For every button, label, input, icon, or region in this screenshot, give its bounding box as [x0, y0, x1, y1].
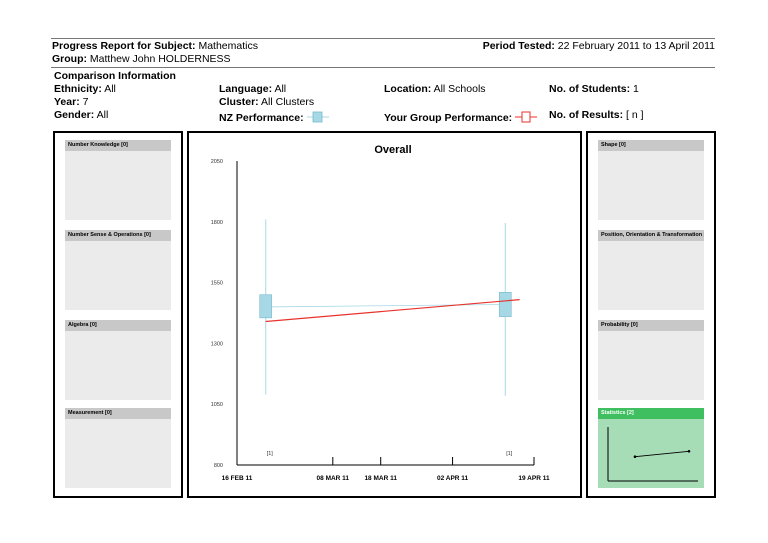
- right-strand-panel: Shape [0] Position, Orientation & Transf…: [586, 131, 716, 498]
- strand-tile-title: Position, Orientation & Transformation […: [598, 230, 704, 241]
- cluster-label: Cluster:: [219, 96, 259, 108]
- strand-tile-title: Probability [0]: [598, 320, 704, 331]
- gender-line: Gender: All: [54, 109, 108, 122]
- gender-label: Gender:: [54, 109, 95, 121]
- ethnicity-line: Ethnicity: All: [54, 83, 116, 96]
- y-tick-label: 1800: [211, 220, 223, 226]
- strand-tile-title: Algebra [0]: [65, 320, 171, 331]
- cluster-value: All Clusters: [261, 96, 315, 108]
- y-tick-label: 2050: [211, 159, 223, 165]
- y-tick-label: 1550: [211, 281, 223, 287]
- nz-performance-legend-icon: [306, 111, 329, 123]
- group-performance-line: Your Group Performance:: [384, 111, 538, 125]
- group-performance-legend-icon: [515, 111, 538, 123]
- strand-tile-algebra[interactable]: Algebra [0]: [65, 320, 171, 400]
- period-line: Period Tested: 22 February 2011 to 13 Ap…: [483, 40, 715, 53]
- y-tick-label: 800: [214, 463, 223, 469]
- strand-tile-title: Number Knowledge [0]: [65, 140, 171, 151]
- subject-line: Progress Report for Subject: Mathematics: [52, 40, 258, 53]
- nz-box: [259, 294, 273, 319]
- strand-tile-probability[interactable]: Probability [0]: [598, 320, 704, 400]
- x-tick-label: 16 FEB 11: [222, 475, 253, 482]
- strand-tile-number-knowledge[interactable]: Number Knowledge [0]: [65, 140, 171, 220]
- nz-box: [498, 292, 512, 317]
- year-value: 7: [82, 96, 89, 108]
- nz-performance-line: NZ Performance:: [219, 111, 329, 125]
- strand-tile-title: Shape [0]: [598, 140, 704, 151]
- mini-series-point: [687, 450, 691, 453]
- nz-count-label: [1]: [506, 451, 513, 457]
- x-tick-label: 19 APR 11: [518, 475, 550, 482]
- statistics-mini-chart: [607, 427, 698, 482]
- nz-performance-label: NZ Performance:: [219, 112, 304, 124]
- y-tick-label: 1050: [211, 402, 223, 408]
- left-strand-panel: Number Knowledge [0] Number Sense & Oper…: [53, 131, 183, 498]
- students-value: 1: [633, 83, 639, 95]
- x-tick-label: 02 APR 11: [437, 475, 469, 482]
- overall-chart-panel: Overall 800 1050 1300 1550 1800 2050 16 FEB 1…: [187, 131, 582, 498]
- gender-value: All: [96, 109, 109, 121]
- chart-title: Overall: [374, 144, 411, 156]
- comparison-title: Comparison Information: [54, 70, 176, 82]
- results-line: No. of Results: [ n ]: [549, 109, 644, 122]
- period-label: Period Tested:: [482, 40, 555, 52]
- year-label: Year:: [54, 96, 80, 108]
- x-tick-label: 08 MAR 11: [317, 475, 350, 482]
- strand-tile-measurement[interactable]: Measurement [0]: [65, 408, 171, 488]
- group-performance-line: [265, 299, 520, 323]
- overall-chart: Overall 800 1050 1300 1550 1800 2050 16 FEB 1…: [211, 144, 550, 482]
- students-line: No. of Students: 1: [549, 83, 639, 96]
- mini-series-point: [633, 455, 637, 458]
- group-value: Matthew John HOLDERNESS: [89, 53, 231, 65]
- subject-label: Progress Report for Subject:: [52, 40, 196, 52]
- language-line: Language: All: [219, 83, 286, 96]
- ethnicity-label: Ethnicity:: [54, 83, 102, 95]
- year-line: Year: 7: [54, 96, 88, 109]
- nz-median-connector: [265, 304, 506, 308]
- cluster-line: Cluster: All Clusters: [219, 96, 314, 109]
- mini-series-line: [634, 450, 690, 458]
- x-tick-label: 18 MAR 11: [364, 475, 397, 482]
- strand-tile-title: Number Sense & Operations [0]: [65, 230, 171, 241]
- y-tick-label: 1300: [211, 341, 223, 347]
- nz-count-label: [1]: [267, 451, 274, 457]
- ethnicity-value: All: [104, 83, 116, 95]
- results-value: [ n ]: [626, 109, 644, 121]
- location-value: All Schools: [433, 83, 486, 95]
- group-line: Group: Matthew John HOLDERNESS: [52, 53, 231, 66]
- language-label: Language:: [219, 83, 273, 95]
- location-line: Location: All Schools: [384, 83, 486, 96]
- strand-tile-position-orientation[interactable]: Position, Orientation & Transformation […: [598, 230, 704, 310]
- students-label: No. of Students:: [549, 83, 631, 95]
- strand-tile-title: Statistics [2]: [598, 408, 704, 419]
- strand-tile-title: Measurement [0]: [65, 408, 171, 419]
- group-label: Group:: [52, 53, 87, 65]
- group-performance-label: Your Group Performance:: [384, 112, 513, 124]
- location-label: Location:: [384, 83, 432, 95]
- subject-value: Mathematics: [198, 40, 258, 52]
- strand-tile-shape[interactable]: Shape [0]: [598, 140, 704, 220]
- results-label: No. of Results:: [549, 109, 624, 121]
- strand-tile-number-sense[interactable]: Number Sense & Operations [0]: [65, 230, 171, 310]
- language-value: All: [274, 83, 287, 95]
- period-value: 22 February 2011 to 13 April 2011: [557, 40, 715, 52]
- strand-tile-statistics[interactable]: Statistics [2]: [598, 408, 704, 488]
